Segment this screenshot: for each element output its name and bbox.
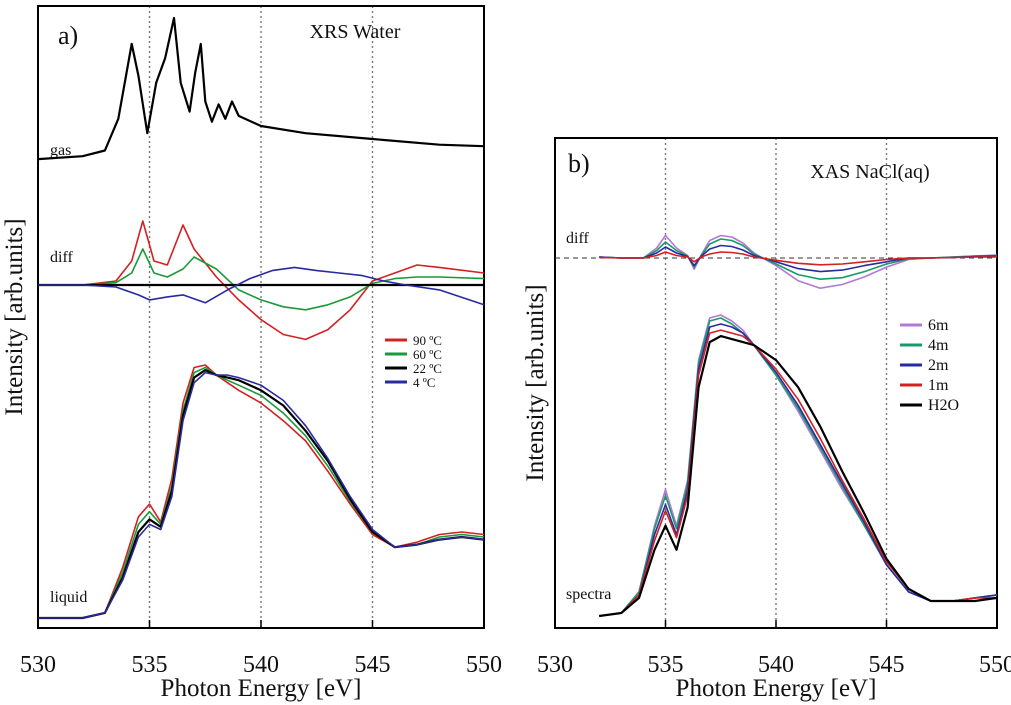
panel-b: 530 535 540 545 550 Photon Energy [eV] Intensi… [522, 137, 1011, 702]
series-line-gas-0 [37, 16, 485, 161]
legend: 6m 4m 2m 1m H2O [900, 317, 959, 414]
legend-label: 22 ºC [413, 361, 442, 376]
legend-label: 60 ºC [413, 347, 442, 362]
series-line-diff-3 [38, 266, 485, 306]
group-label-gas: gas [50, 142, 71, 159]
x-tick-label: 545 [355, 652, 391, 678]
x-tick-label: 540 [243, 652, 279, 678]
legend-label: 6m [928, 317, 949, 334]
legend-label: 4m [928, 337, 949, 354]
chart-title: XRS Water [310, 21, 401, 43]
group-label-spectra: spectra [566, 586, 611, 603]
group-label-diff: diff [50, 249, 73, 266]
series-line-liquid-3 [38, 371, 485, 619]
panel-label: b) [568, 149, 590, 178]
x-axis-label: Photon Energy [eV] [161, 675, 362, 702]
series-line-spectra-4 [599, 335, 998, 618]
legend-label: 1m [928, 377, 949, 394]
series-line-diff-0 [38, 220, 485, 341]
legend-label: H2O [928, 397, 959, 414]
series-line-diff-3 [599, 251, 997, 266]
chart-title: XAS NaCl(aq) [810, 161, 929, 183]
y-axis-label: Intensity [arb.units] [522, 284, 549, 481]
panel-label: a) [58, 21, 78, 50]
series-line-diff-0 [599, 234, 998, 290]
y-axis-label: Intensity [arb.units] [1, 218, 28, 415]
legend-label: 4 ºC [413, 375, 435, 390]
series-line-spectra-2 [599, 323, 998, 617]
series-line-diff-1 [38, 248, 485, 311]
group-label-liquid: liquid [50, 589, 87, 606]
x-tick-label: 550 [979, 652, 1011, 678]
legend-label: 2m [928, 357, 949, 374]
x-tick-label: 540 [758, 652, 794, 678]
legend-label: 90 ºC [413, 333, 442, 348]
x-tick-label: 550 [466, 652, 502, 678]
x-axis-label: Photon Energy [eV] [676, 675, 877, 702]
x-tick-label: 530 [537, 652, 573, 678]
group-label-diff: diff [566, 230, 589, 247]
x-tick-label: 530 [20, 652, 56, 678]
panel-a: 530 535 540 545 550 Photon Energy [eV] Intensi… [1, 5, 502, 702]
x-tick-label: 535 [132, 652, 168, 678]
x-tick-label: 535 [648, 652, 684, 678]
x-tick-label: 545 [869, 652, 905, 678]
